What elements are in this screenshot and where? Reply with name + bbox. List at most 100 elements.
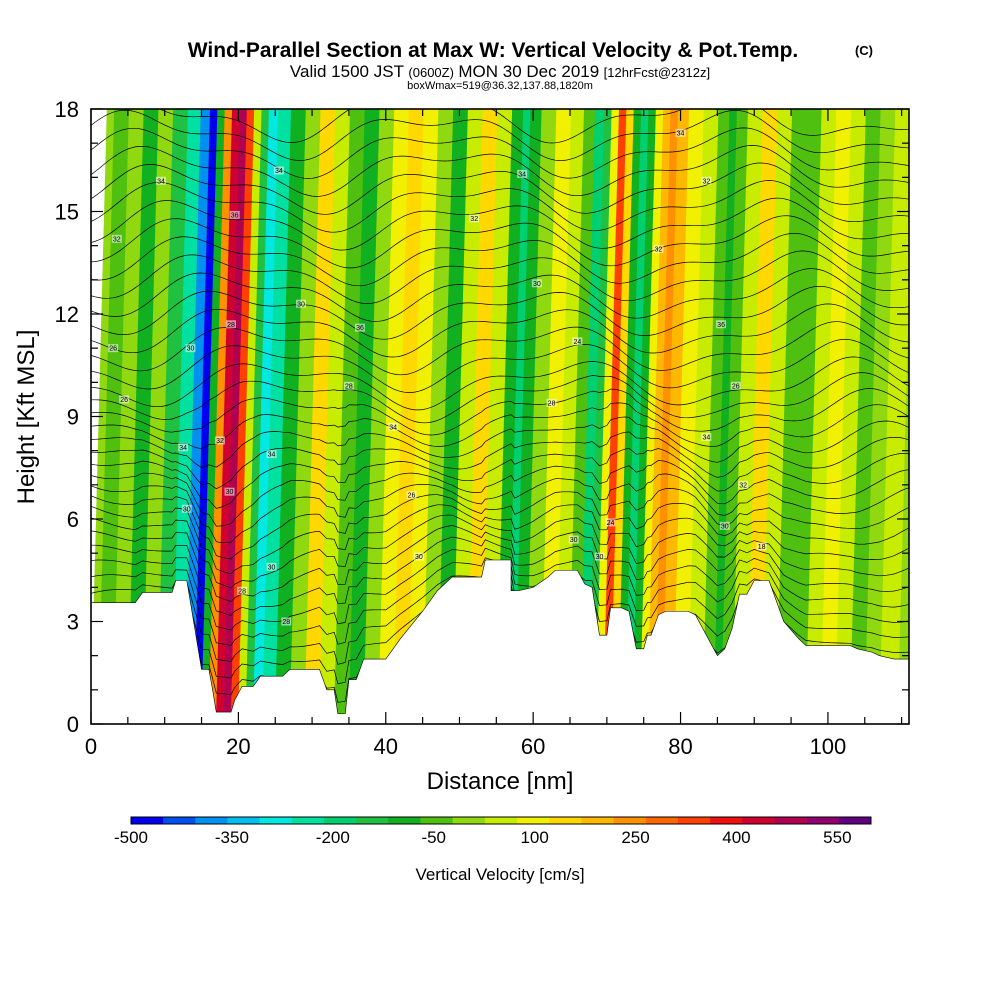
contour-label: 26	[408, 493, 416, 500]
colorbar-tick-label: -200	[316, 828, 350, 847]
contour-label-bg	[108, 344, 119, 353]
contour-label-bg	[214, 436, 225, 445]
contour-label-bg	[605, 518, 616, 527]
contour-label-bg	[343, 381, 354, 390]
theta-contour	[91, 339, 909, 393]
contour-label: 30	[268, 564, 276, 571]
box-note: boxWmax=519@36.32,137.88,1820m	[407, 80, 593, 92]
colorbar-frame	[130, 816, 872, 825]
velocity-band	[617, 109, 642, 714]
contour-label-bg	[406, 491, 417, 500]
contour-label-bg	[531, 279, 542, 288]
contour-label-bg	[281, 617, 292, 626]
contour-label: 36	[356, 325, 364, 332]
colorbar-swatch	[677, 817, 711, 824]
theta-contour	[91, 180, 909, 233]
velocity-band	[624, 109, 650, 714]
velocity-band	[720, 109, 749, 714]
theta-contour	[91, 416, 909, 469]
velocity-band	[525, 109, 558, 714]
velocity-band	[319, 109, 351, 714]
contour-label-bg	[226, 320, 237, 329]
theta-contour	[91, 127, 909, 179]
contour-label: 30	[596, 554, 604, 561]
contour-label-bg	[354, 323, 365, 332]
colorbar-swatch	[291, 817, 325, 824]
velocity-band	[761, 109, 793, 714]
colorbar-tick-labels: -500 -350 -200 -50 100 250 400 550	[114, 828, 852, 847]
velocity-band	[805, 109, 838, 714]
velocity-band	[775, 109, 808, 714]
contour-label: 34	[702, 435, 710, 442]
contour-label: 32	[655, 247, 663, 254]
plot-area: 34 32 26 26 30 34 30 32 30 28 36 34 30 34 30 28 28 36 28 34…	[91, 109, 909, 724]
colorbar-tick-label: 400	[722, 828, 750, 847]
y-axis-label: Height [Kft MSL]	[13, 330, 40, 505]
contour-label-bg	[568, 535, 579, 544]
colorbar-tick-label: -350	[215, 828, 249, 847]
colorbar	[130, 816, 872, 825]
colorbar-tick-label: -500	[114, 828, 148, 847]
contour-label-bg	[756, 542, 767, 551]
contour-label-bg	[229, 210, 240, 219]
contour-label: 36	[231, 212, 239, 219]
x-tick-label: 60	[521, 734, 545, 759]
velocity-band	[333, 109, 366, 714]
contour-label-bg	[224, 487, 235, 496]
theta-contour	[91, 303, 909, 358]
contour-label-bg	[701, 433, 712, 441]
velocity-band	[201, 109, 226, 714]
subtitle-date: MON 30 Dec 2019	[458, 62, 599, 81]
velocity-band	[578, 109, 606, 714]
theta-contour	[91, 402, 909, 450]
y-tick-label: 3	[67, 610, 79, 635]
contour-label: 30	[187, 346, 195, 353]
y-tick-label: 12	[55, 302, 79, 327]
contour-label: 32	[470, 216, 478, 223]
contour-label-bg	[730, 381, 741, 390]
velocity-band	[654, 109, 679, 714]
contour-label: 32	[702, 178, 710, 185]
colorbar-swatch	[613, 817, 647, 824]
velocity-band	[245, 109, 270, 714]
colorbar-swatch	[484, 817, 518, 824]
contour-label: 18	[758, 544, 766, 551]
contour-label: 30	[183, 506, 191, 513]
theta-contour	[91, 460, 909, 527]
velocity-band	[632, 109, 657, 714]
velocity-band	[422, 109, 454, 714]
contour-label: 30	[570, 537, 578, 544]
theta-contour	[91, 285, 909, 340]
theta-contour	[91, 197, 909, 251]
theta-contour	[91, 232, 909, 287]
velocity-band	[407, 109, 440, 714]
y-tick-labels: 0 3 6 9 12 15 18	[55, 97, 79, 737]
contour-label: 30	[226, 489, 234, 496]
contour-label: 34	[677, 130, 685, 137]
colorbar-swatch	[452, 817, 486, 824]
contour-label: 32	[739, 482, 747, 489]
colorbar-swatch	[645, 817, 679, 824]
theta-contour	[91, 536, 909, 617]
colorbar-swatch	[549, 817, 582, 824]
velocity-band	[646, 109, 672, 714]
contour-label: 30	[721, 523, 729, 530]
contour-label: 34	[275, 168, 283, 175]
contour-label-bg	[111, 234, 122, 243]
velocity-band	[864, 109, 897, 714]
contour-label-bg	[572, 337, 583, 346]
theta-contour	[91, 473, 909, 544]
contour-label-bg	[185, 344, 196, 353]
velocity-band	[230, 109, 256, 714]
contour-label-bg	[675, 128, 686, 137]
theta-contour	[91, 514, 909, 589]
velocity-band	[746, 109, 779, 714]
colorbar-tick-label: 550	[823, 828, 851, 847]
theta-contour	[91, 388, 909, 436]
contour-label-bg	[719, 521, 730, 530]
contour-label: 28	[548, 400, 556, 407]
y-tick-label: 18	[55, 97, 79, 122]
velocity-band	[289, 109, 322, 714]
contour-label-bg	[178, 443, 189, 452]
